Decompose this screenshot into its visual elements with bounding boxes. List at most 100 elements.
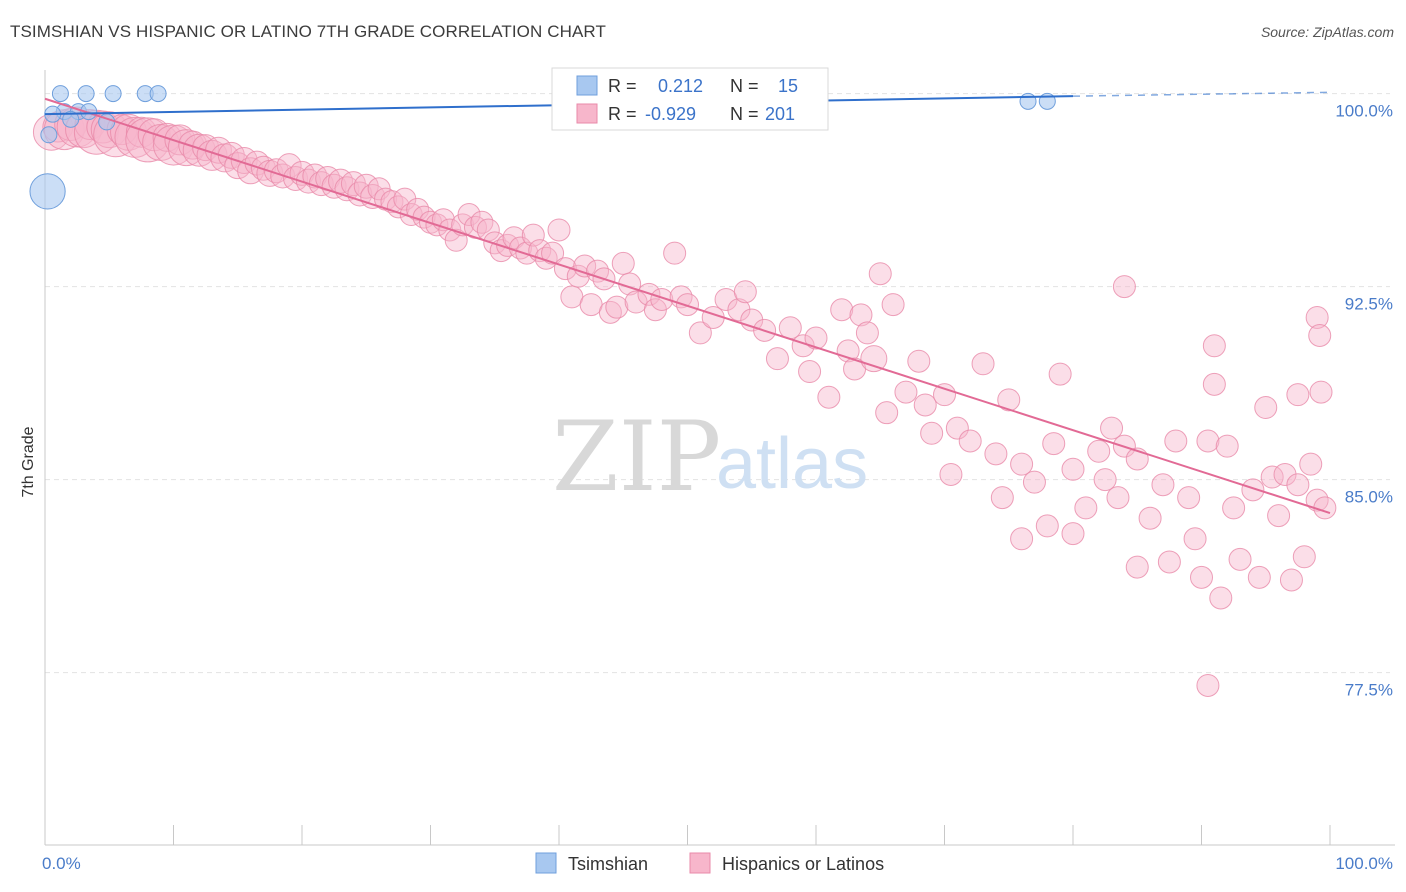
legend-label-tsimshian: Tsimshian [568,854,648,874]
stats-n-value-hispanic: 201 [765,104,795,124]
hispanic-point [605,295,629,319]
hispanic-trend-line [44,97,1331,514]
hispanic-point [386,195,410,219]
hispanic-point [1286,473,1310,497]
stats-swatch-tsimshian [576,75,598,96]
hispanic-point [1112,275,1136,299]
legend-swatch-tsimshian [535,852,557,874]
hispanic-point [347,181,373,207]
hispanic-point [1190,565,1213,589]
hispanic-point [1286,383,1310,407]
hispanic-point [470,210,494,234]
hispanic-point [1100,416,1124,440]
hispanic-point [1125,555,1149,579]
hispanic-point [907,349,931,373]
grid-lines [45,93,1390,674]
hispanic-point [1183,527,1207,551]
hispanic-point [1196,673,1220,697]
tsimshian-trend-extension [1072,91,1331,97]
watermark-atlas: atlas [716,424,868,504]
hispanic-point [1010,452,1034,476]
stats-r-value-hispanic: -0.929 [645,104,696,124]
hispanic-point [302,163,328,189]
legend-label-hispanic: Hispanics or Latinos [722,854,884,874]
y-axis-label: 7th Grade [20,426,37,497]
hispanic-point [1267,504,1291,528]
hispanic-point [1222,496,1246,520]
hispanic-point [1151,473,1175,497]
hispanic-point [1305,305,1329,329]
hispanic-point [1164,429,1188,453]
hispanic-point [860,345,888,373]
hispanic-point [1138,506,1162,530]
hispanic-point [1087,439,1111,463]
hispanic-point [804,326,828,350]
hispanic-point [1292,545,1316,569]
tsimshian-point [62,110,80,128]
hispanic-point [611,251,635,275]
hispanic-point [1048,362,1072,386]
hispanic-point [1247,565,1271,589]
hispanic-point [1228,547,1252,571]
hispanic-point [1035,514,1059,538]
hispanic-point [1061,457,1085,481]
stats-box: R = 0.212 N = 15 R = -0.929 N = 201 [551,67,829,131]
hispanic-point [393,187,417,211]
hispanic-point [1299,452,1323,476]
stats-box-frame [551,67,829,131]
chart-title: TSIMSHIAN VS HISPANIC OR LATINO 7TH GRAD… [10,22,606,41]
hispanic-point [1202,334,1226,358]
tsimshian-point [29,173,66,210]
y-tick-label: 85.0% [1345,488,1393,507]
hispanic-point [945,416,969,440]
hispanic-point [541,241,565,265]
hispanic-point [894,380,918,404]
hispanic-point [406,197,430,221]
hispanic-point [579,293,603,317]
hispanic-point [868,262,892,286]
hispanic-point [1022,470,1046,494]
hispanic-point [521,223,545,247]
y-tick-label: 92.5% [1345,295,1393,314]
hispanic-point [778,316,802,340]
hispanic-point [560,285,584,309]
hispanic-point [547,218,571,242]
hispanic-point [1074,496,1098,520]
hispanic-point [167,129,205,167]
hispanic-point [1309,380,1333,404]
hispanic-point [125,116,157,148]
hispanic-point [727,298,751,322]
hispanic-point [1209,586,1233,610]
hispanic-point [939,462,963,486]
tsimshian-point [149,85,167,103]
watermark-zip: ZIP [552,401,721,513]
hispanic-point [830,298,854,322]
tsimshian-point [77,85,95,103]
hispanic-point [663,241,687,265]
hispanic-point [875,401,899,425]
stats-r-value-tsimshian: 0.212 [658,76,703,96]
tick-labels: 77.5% 85.0% 92.5% 100.0% 0.0% 100.0% [42,102,1393,873]
stats-n-value-tsimshian: 15 [778,76,798,96]
hispanic-point [676,293,699,317]
hispanic-point [444,228,468,252]
tsimshian-points [29,85,1056,210]
hispanic-point [849,303,873,327]
stats-swatch-hispanic [576,103,598,124]
legend-swatch-hispanic [689,852,711,874]
hispanic-point [817,385,841,409]
hispanic-point [990,486,1014,510]
hispanic-point [688,321,712,345]
hispanic-point [1279,568,1303,592]
hispanic-point [1196,429,1220,453]
hispanic-point [586,259,610,283]
hispanic-point [881,293,905,317]
hispanic-point [1177,486,1201,510]
tsimshian-point [40,126,58,144]
hispanic-point [1010,527,1034,551]
hispanic-point [997,388,1021,412]
hispanic-point [765,347,789,371]
hispanic-point [984,442,1008,466]
hispanic-point [958,429,982,453]
